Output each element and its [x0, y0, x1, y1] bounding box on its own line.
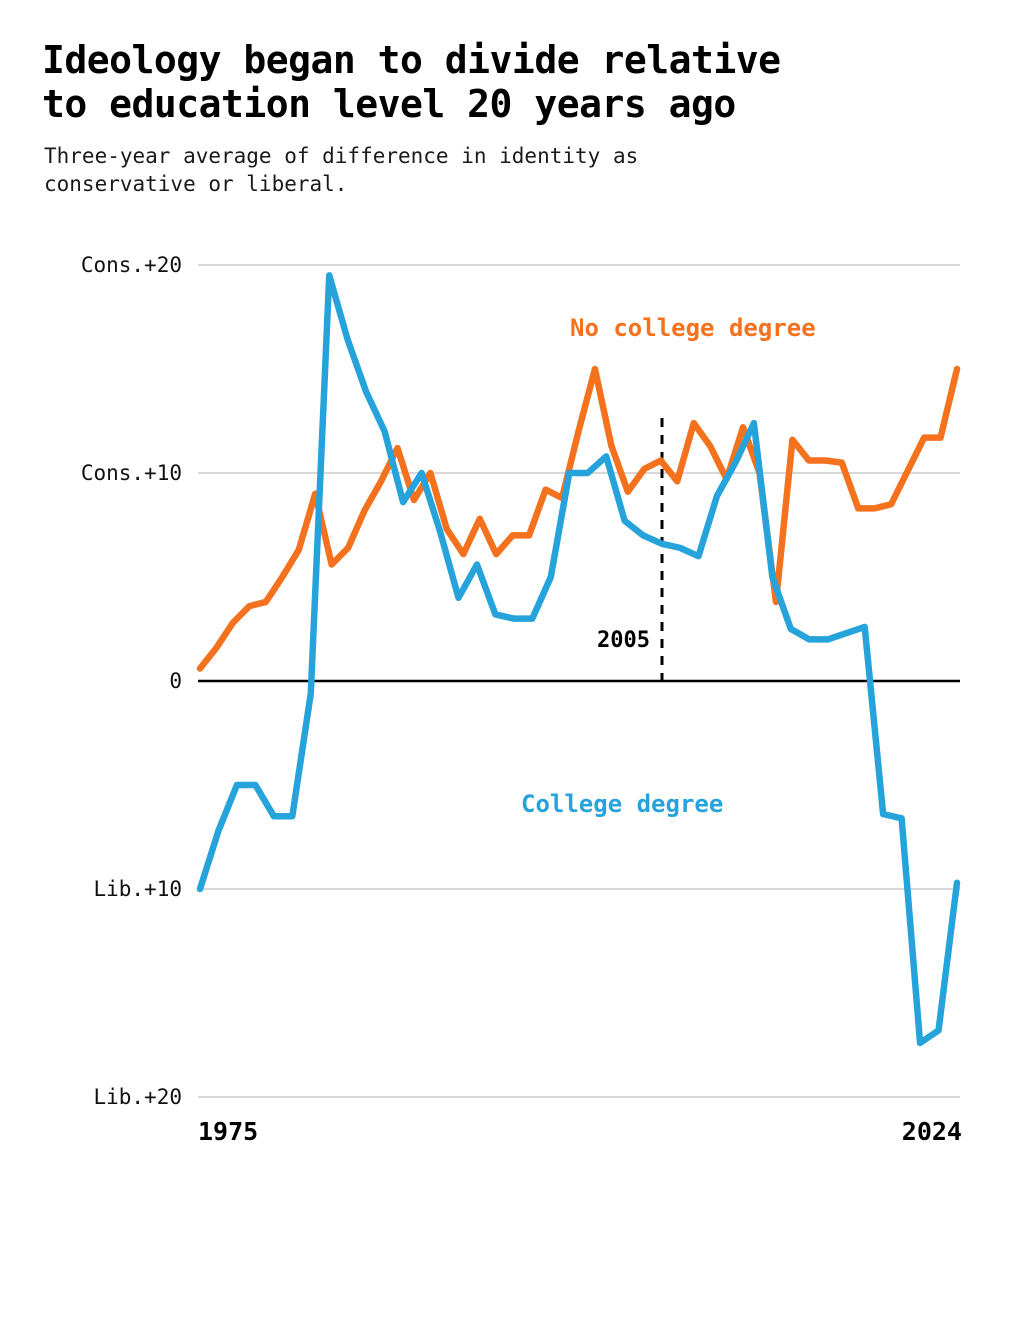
page-title: Ideology began to divide relative to edu… — [42, 38, 781, 126]
ytick-label-cons-10: Cons.+10 — [81, 461, 182, 485]
y-axis-labels: Cons.+20 Cons.+10 0 Lib.+10 Lib.+20 — [81, 253, 182, 1109]
xtick-label-end: 2024 — [902, 1117, 962, 1146]
ytick-label-lib-20: Lib.+20 — [93, 1085, 182, 1109]
annotation-year-label: 2005 — [597, 628, 650, 653]
series-labels: No college degree College degree — [521, 314, 816, 818]
line-no-college-degree — [196, 365, 961, 672]
annotation-2005: 2005 — [597, 418, 664, 681]
x-axis-labels: 1975 2024 — [198, 1117, 962, 1146]
legend-label-college: College degree — [521, 790, 723, 818]
ytick-label-lib-10: Lib.+10 — [93, 877, 182, 901]
page-subtitle: Three-year average of difference in iden… — [44, 144, 639, 196]
data-series — [196, 272, 961, 1047]
ytick-label-cons-20: Cons.+20 — [81, 253, 182, 277]
line-college-degree — [196, 272, 961, 1047]
xtick-label-start: 1975 — [198, 1117, 258, 1146]
legend-label-no-college: No college degree — [570, 314, 816, 342]
ytick-label-zero: 0 — [169, 669, 182, 693]
